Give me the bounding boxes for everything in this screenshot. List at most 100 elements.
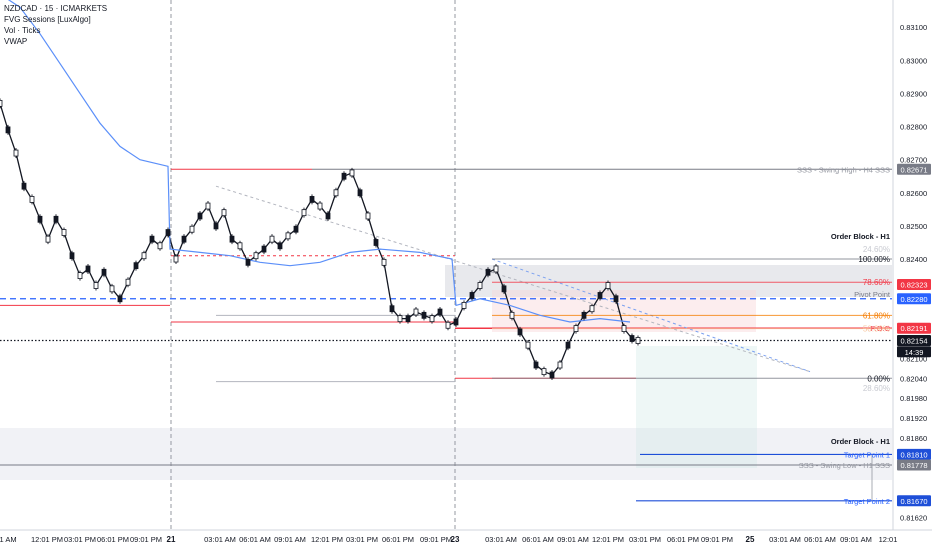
price-badge-6 <box>897 448 931 460</box>
x-tick-label-19: 06:01 PM <box>667 535 699 544</box>
fib-label-4: 0.00% <box>867 374 890 383</box>
candle-body-65 <box>517 328 523 336</box>
candle-body-52 <box>413 308 419 316</box>
price-badge-0 <box>897 163 931 175</box>
price-badge-label-7: 0.81778 <box>900 461 927 470</box>
x-tick-label-8: 09:01 AM <box>274 535 306 544</box>
x-tick-label-20: 09:01 PM <box>701 535 733 544</box>
candle-body-44 <box>349 169 355 177</box>
fib-faded-label-1: 28.60% <box>863 384 890 393</box>
candle-body-38 <box>301 209 307 217</box>
y-tick-label-7: 0.82400 <box>900 255 927 264</box>
x-tick-label-12: 09:01 PM <box>420 535 452 544</box>
x-tick-label-4: 09:01 PM <box>130 535 162 544</box>
y-tick-label-0: 0.83100 <box>900 23 927 32</box>
candle-body-13 <box>101 268 107 276</box>
price-badge-7 <box>897 459 931 471</box>
x-tick-label-10: 03:01 PM <box>346 535 378 544</box>
fib-label-3: 50.00% <box>863 325 890 334</box>
candle-body-17 <box>133 262 139 270</box>
candle-body-60 <box>477 282 483 289</box>
candle-body-23 <box>181 235 187 243</box>
x-tick-label-25: 12:01 <box>879 535 898 544</box>
legend-symbol[interactable]: NZDCAD · 15 · ICMARKETS <box>4 4 108 13</box>
candle-body-34 <box>269 235 275 243</box>
legend-indicator-fvg[interactable]: FVG Sessions [LuxAlgo] <box>4 15 91 24</box>
y-tick-label-1: 0.83000 <box>900 56 927 65</box>
annotation-6: SSS - Swing Low - H1 SSS <box>799 461 890 470</box>
candle-body-50 <box>397 315 403 323</box>
x-tick-label-3: 06:01 PM <box>97 535 129 544</box>
candle-body-35 <box>277 242 283 250</box>
price-badge-8 <box>897 495 931 507</box>
y-tick-label-12: 0.81860 <box>900 434 927 443</box>
candle-body-2 <box>13 149 19 157</box>
candle-body-18 <box>141 252 147 260</box>
y-tick-label-9: 0.82040 <box>900 374 927 383</box>
candle-body-49 <box>389 305 395 313</box>
price-badge-label-8: 0.81670 <box>900 497 927 506</box>
candle-body-75 <box>597 292 603 299</box>
candle-body-43 <box>341 172 347 180</box>
legend-indicator-volume[interactable]: Vol · Ticks <box>4 26 41 35</box>
price-badge-5 <box>897 346 931 358</box>
candle-body-72 <box>573 325 579 332</box>
annotation-0: SSS - Swing High - H4 SSS <box>797 165 890 174</box>
candle-body-47 <box>373 239 379 246</box>
candle-body-14 <box>109 285 115 293</box>
candle-body-31 <box>245 258 251 266</box>
price-badge-label-4: 0.82154 <box>900 337 927 346</box>
x-tick-label-0: 01 AM <box>0 535 17 544</box>
candle-body-15 <box>117 295 123 303</box>
candle-body-68 <box>541 368 547 376</box>
chart-legend: NZDCAD · 15 · ICMARKETS FVG Sessions [Lu… <box>4 3 107 47</box>
price-badge-label-5: 14:39 <box>905 348 924 357</box>
legend-indicator-vwap[interactable]: VWAP <box>4 37 28 46</box>
annotation-3: P.O.C <box>871 324 891 333</box>
price-badges: 0.82671 0.82323 0.82280 0.82191 0.82154 14:39… <box>897 163 931 507</box>
x-tick-label-5: 21 <box>167 535 176 544</box>
candle-body-42 <box>333 189 339 197</box>
candle-body-7 <box>53 215 59 223</box>
candle-body-5 <box>37 215 43 223</box>
price-badge-1 <box>897 279 931 291</box>
candle-body-11 <box>85 265 91 273</box>
candle-body-41 <box>325 212 331 220</box>
x-tick-label-15: 06:01 AM <box>522 535 554 544</box>
price-badge-label-0: 0.82671 <box>900 165 927 174</box>
candle-body-57 <box>453 318 459 326</box>
annotation-7: Target Point 2 <box>844 497 890 506</box>
background-zones <box>0 265 892 480</box>
x-tick-label-9: 12:01 PM <box>311 535 343 544</box>
candle-body-48 <box>381 258 387 266</box>
y-tick-label-15: 0.81620 <box>900 513 927 522</box>
candle-body-56 <box>445 321 451 329</box>
key-level-lines <box>0 168 892 502</box>
candle-body-64 <box>509 311 515 319</box>
candle-body-53 <box>421 311 427 319</box>
x-tick-label-13: 23 <box>451 535 460 544</box>
candle-body-32 <box>253 252 259 260</box>
candle-body-25 <box>197 212 203 220</box>
candle-body-80 <box>635 337 641 344</box>
x-tick-label-22: 03:01 AM <box>769 535 801 544</box>
candle-body-45 <box>357 189 363 197</box>
candle-body-9 <box>69 252 75 260</box>
candle-body-76 <box>605 282 611 289</box>
x-tick-label-21: 25 <box>746 535 755 544</box>
candle-body-59 <box>469 292 475 299</box>
x-tick-label-16: 09:01 AM <box>557 535 589 544</box>
candle-body-3 <box>21 182 27 190</box>
x-tick-label-18: 03:01 PM <box>629 535 661 544</box>
session-separators <box>170 0 456 530</box>
candle-body-39 <box>309 196 315 203</box>
candle-body-0 <box>0 99 3 107</box>
price-series <box>0 0 641 380</box>
candle-body-33 <box>261 245 267 253</box>
candle-body-16 <box>125 278 131 286</box>
price-badge-4 <box>897 335 931 347</box>
candle-body-37 <box>293 225 299 233</box>
candle-body-26 <box>205 202 211 210</box>
